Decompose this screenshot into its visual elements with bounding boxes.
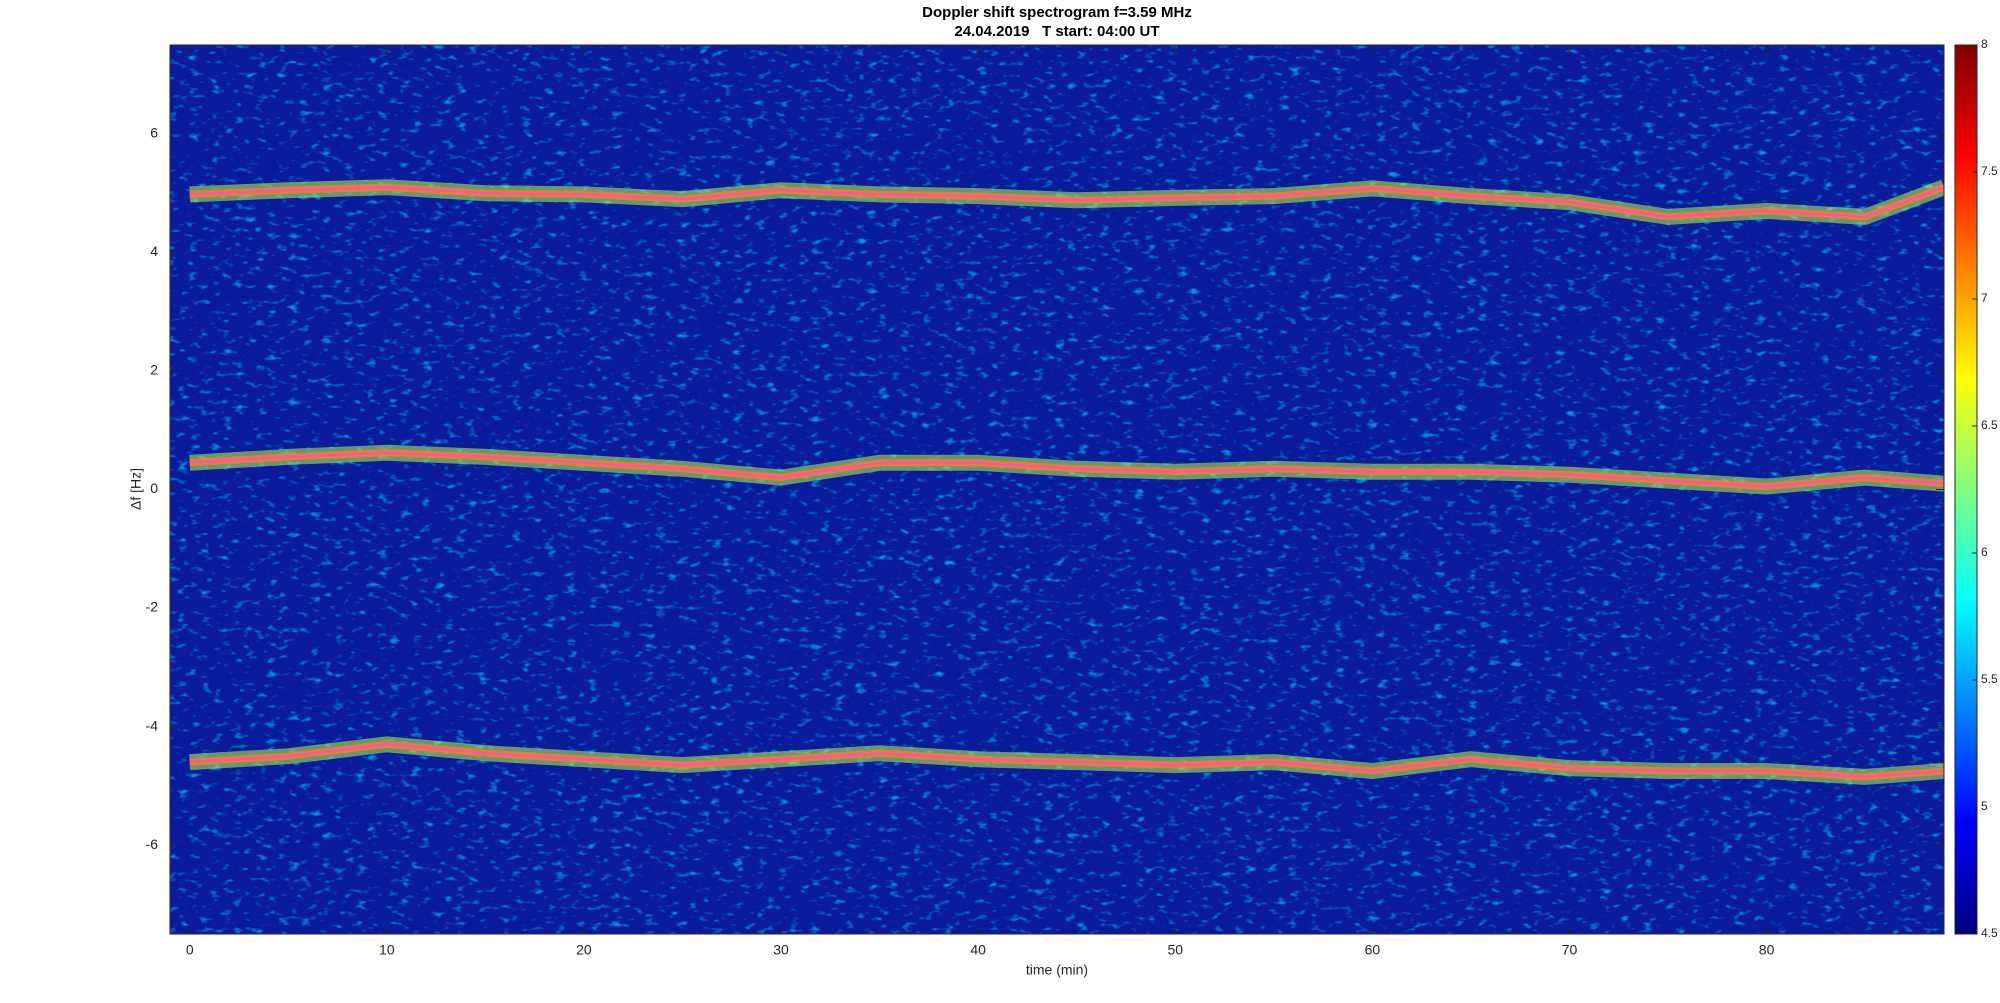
y-tick-label: 6 xyxy=(150,125,158,141)
y-tick-label: -2 xyxy=(146,599,159,615)
y-tick-label: -4 xyxy=(146,717,159,733)
colorbar xyxy=(1954,44,1978,935)
y-tick-label: 2 xyxy=(150,362,158,378)
trace-line xyxy=(189,451,1944,488)
x-axis-label: time (min) xyxy=(1026,962,1088,978)
colorbar-tick-label: 8 xyxy=(1981,37,1988,51)
colorbar-tick-label: 7.5 xyxy=(1981,164,1998,178)
colorbar-tick-label: 4.5 xyxy=(1981,926,1998,940)
colorbar-tick-label: 6.5 xyxy=(1981,418,1998,432)
chart-subtitle: 24.04.2019 T start: 04:00 UT xyxy=(954,23,1159,40)
x-tick-label: 50 xyxy=(1167,942,1183,958)
trace-line xyxy=(189,743,1944,778)
x-tick-label: 70 xyxy=(1562,942,1578,958)
x-tick-label: 30 xyxy=(773,942,789,958)
x-tick-label: 80 xyxy=(1759,942,1775,958)
x-tick-label: 20 xyxy=(576,942,592,958)
x-tick-label: 0 xyxy=(186,942,194,958)
colorbar-tick-label: 7 xyxy=(1981,291,1988,305)
noise-texture xyxy=(170,45,1944,934)
x-tick-label: 10 xyxy=(379,942,395,958)
y-axis-label: Δf [Hz] xyxy=(128,468,144,510)
colorbar-tick-label: 6 xyxy=(1981,545,1988,559)
y-tick-label: -6 xyxy=(146,836,159,852)
y-tick-label: 4 xyxy=(150,243,158,259)
chart-title: Doppler shift spectrogram f=3.59 MHz xyxy=(922,4,1192,21)
x-tick-label: 40 xyxy=(970,942,986,958)
plot-area xyxy=(189,179,1944,785)
x-tick-label: 60 xyxy=(1365,942,1381,958)
colorbar-tick-label: 5.5 xyxy=(1981,672,1998,686)
colorbar-tick-label: 5 xyxy=(1981,799,1988,813)
trace-line xyxy=(189,186,1944,218)
y-tick-label: 0 xyxy=(150,480,158,496)
